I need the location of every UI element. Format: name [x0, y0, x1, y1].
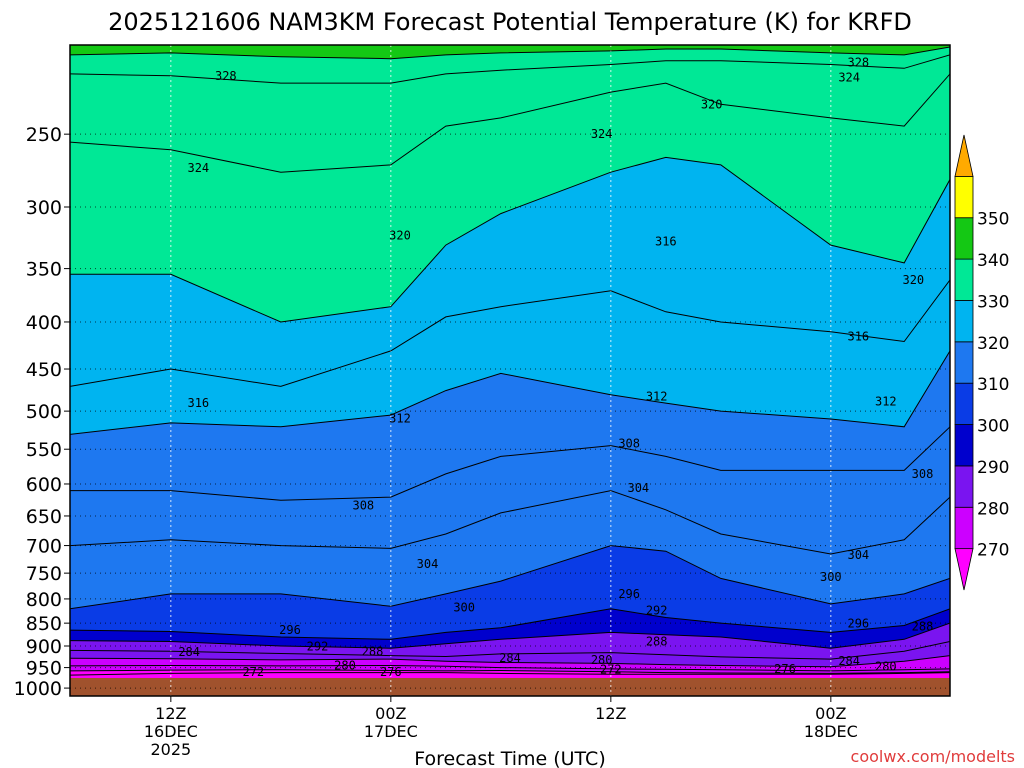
- contour-label: 324: [591, 127, 613, 141]
- contour-label: 320: [701, 97, 723, 111]
- x-tick-label: 18DEC: [804, 722, 858, 741]
- contour-label: 300: [820, 570, 842, 584]
- colorbar-label: 330: [977, 292, 1009, 312]
- y-tick-label: 400: [26, 312, 62, 334]
- contour-label: 316: [655, 234, 677, 248]
- y-tick-label: 350: [26, 259, 62, 281]
- contour-label: 312: [389, 411, 411, 425]
- potential-temperature-chart: 2025121606 NAM3KM Forecast Potential Tem…: [0, 0, 1024, 768]
- x-tick-label: 12Z: [595, 704, 626, 723]
- contour-label: 304: [417, 557, 439, 571]
- contour-label: 284: [838, 654, 860, 668]
- y-tick-label: 800: [26, 589, 62, 611]
- y-tick-label: 950: [26, 658, 62, 680]
- x-axis-title: Forecast Time (UTC): [414, 748, 605, 768]
- colorbar-swatch: [955, 383, 973, 424]
- colorbar-swatch: [955, 135, 973, 176]
- colorbar-label: 300: [977, 417, 1009, 437]
- colorbar-label: 280: [977, 499, 1009, 519]
- y-tick-label: 250: [26, 124, 62, 146]
- y-tick-label: 900: [26, 636, 62, 658]
- colorbar-swatch: [955, 549, 973, 590]
- colorbar-swatch: [955, 342, 973, 383]
- colorbar-swatch: [955, 218, 973, 259]
- contour-label: 300: [453, 600, 475, 614]
- contour-label: 292: [646, 603, 668, 617]
- contour-label: 308: [618, 436, 640, 450]
- x-tick-label: 17DEC: [364, 722, 418, 741]
- contour-label: 312: [646, 389, 668, 403]
- contour-label: 272: [242, 665, 264, 679]
- colorbar-label: 270: [977, 541, 1009, 561]
- colorbar-swatch: [955, 507, 973, 548]
- colorbar-label: 310: [977, 375, 1009, 395]
- contour-label: 272: [600, 663, 622, 677]
- y-tick-label: 550: [26, 439, 62, 461]
- contour-label: 276: [774, 662, 796, 676]
- contour-label: 324: [838, 71, 860, 85]
- contour-label: 320: [389, 228, 411, 242]
- colorbar-swatch: [955, 425, 973, 466]
- watermark: coolwx.com/modelts: [851, 747, 1015, 766]
- colorbar-label: 340: [977, 251, 1009, 271]
- y-tick-label: 650: [26, 506, 62, 528]
- contour-label: 280: [875, 659, 897, 673]
- y-tick-label: 450: [26, 359, 62, 381]
- contour-label: 312: [875, 394, 897, 408]
- contour-label: 296: [847, 617, 869, 631]
- colorbar-swatch: [955, 259, 973, 300]
- y-tick-label: 600: [26, 474, 62, 496]
- x-tick-label: 2025: [150, 740, 191, 759]
- contour-label: 280: [334, 658, 356, 672]
- contour-label: 284: [499, 651, 521, 665]
- y-tick-label: 700: [26, 536, 62, 558]
- colorbar-label: 290: [977, 458, 1009, 478]
- y-tick-label: 300: [26, 197, 62, 219]
- contour-label: 288: [362, 645, 384, 659]
- contour-label: 284: [178, 645, 200, 659]
- contour-label: 324: [187, 161, 209, 175]
- y-tick-label: 850: [26, 613, 62, 635]
- colorbar-label: 320: [977, 334, 1009, 354]
- contour-label: 292: [307, 639, 329, 653]
- contour-label: 320: [902, 273, 924, 287]
- x-tick-label: 00Z: [815, 704, 846, 723]
- contour-label: 308: [352, 498, 374, 512]
- contour-label: 288: [912, 619, 934, 633]
- contour-label: 308: [912, 467, 934, 481]
- contour-label: 296: [618, 587, 640, 601]
- y-tick-label: 750: [26, 563, 62, 585]
- contour-label: 328: [215, 69, 237, 83]
- contour-label: 288: [646, 635, 668, 649]
- colorbar-swatch: [955, 300, 973, 341]
- contour-label: 316: [187, 396, 209, 410]
- contour-label: 328: [847, 56, 869, 70]
- chart-title: 2025121606 NAM3KM Forecast Potential Tem…: [108, 8, 912, 36]
- x-tick-label: 00Z: [375, 704, 406, 723]
- colorbar-swatch: [955, 176, 973, 217]
- contour-label: 304: [847, 548, 869, 562]
- contour-label: 316: [847, 330, 869, 344]
- x-tick-label: 12Z: [155, 704, 186, 723]
- x-tick-label: 16DEC: [144, 722, 198, 741]
- y-tick-label: 500: [26, 401, 62, 423]
- colorbar-label: 350: [977, 210, 1009, 230]
- contour-label: 276: [380, 665, 402, 679]
- contour-label: 304: [627, 481, 649, 495]
- ground-band: [70, 678, 950, 696]
- y-tick-label: 1000: [14, 678, 62, 700]
- contour-label: 296: [279, 623, 301, 637]
- colorbar-swatch: [955, 466, 973, 507]
